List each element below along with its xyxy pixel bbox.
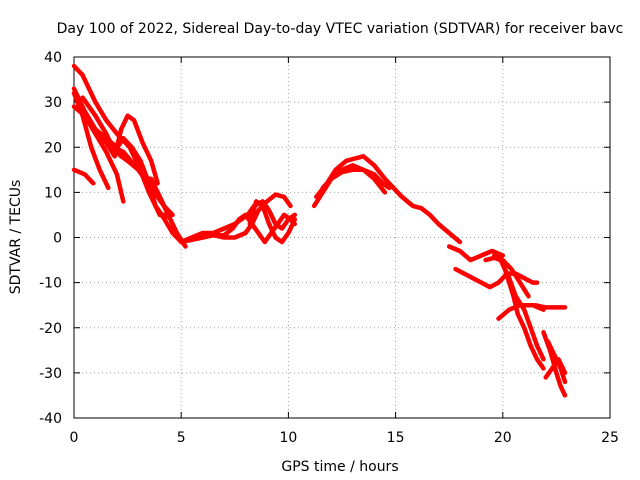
axis-ticks: 0 5 10 15 20 25 -40 -30 -20 -10 0 10 20 30 40 (39, 50, 619, 446)
y-tick-label: 10 (44, 185, 62, 201)
series-arc-16 (314, 154, 463, 245)
x-tick-label: 10 (279, 430, 297, 446)
y-tick-label: -20 (39, 321, 62, 337)
y-tick-label: -10 (39, 276, 62, 292)
series-arc-18 (446, 244, 506, 263)
y-tick-label: 30 (44, 95, 62, 111)
series-arc-27 (545, 339, 568, 385)
y-tick-label: -30 (39, 366, 62, 382)
chart-title: Day 100 of 2022, Sidereal Day-to-day VTE… (57, 21, 624, 37)
y-tick-label: 20 (44, 140, 62, 156)
series-arc-22 (500, 262, 546, 362)
grid (74, 57, 610, 418)
series-arc-5 (71, 90, 111, 191)
x-axis-label: GPS time / hours (281, 459, 398, 475)
series-arc-24 (532, 302, 568, 310)
series-arc-6 (80, 95, 171, 218)
x-tick-label: 25 (601, 430, 619, 446)
y-tick-label: 40 (44, 50, 62, 66)
x-tick-label: 15 (387, 430, 405, 446)
series-group (71, 63, 568, 398)
y-tick-label: -40 (39, 411, 62, 427)
series-arc-19 (453, 266, 540, 290)
series-arc-14 (247, 199, 298, 245)
x-tick-label: 20 (494, 430, 512, 446)
x-tick-label: 0 (70, 430, 79, 446)
y-tick-label: 0 (53, 231, 62, 247)
series-arc-21 (491, 253, 531, 299)
y-axis-label: SDTVAR / TECUs (8, 180, 24, 295)
x-tick-label: 5 (177, 430, 186, 446)
series-arc-17 (320, 163, 388, 195)
series-arc-1 (71, 167, 96, 186)
series-arc-7 (93, 113, 160, 186)
